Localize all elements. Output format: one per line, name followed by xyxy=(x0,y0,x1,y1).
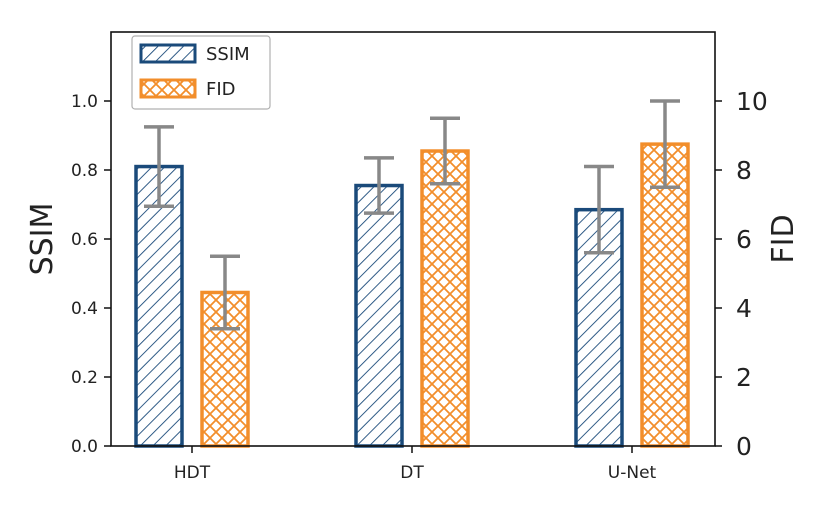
left-tick-label: 0.2 xyxy=(71,368,98,388)
legend-label-ssim: SSIM xyxy=(206,44,250,65)
x-tick-label: HDT xyxy=(174,463,211,483)
left-tick-label: 0.8 xyxy=(71,161,98,181)
error-bar-fid-dt xyxy=(430,116,460,186)
right-tick-label: 0 xyxy=(736,432,752,461)
left-tick-label: 0.0 xyxy=(71,437,98,457)
left-axis-title: SSIM xyxy=(25,203,60,276)
x-tick-label: DT xyxy=(400,463,424,483)
left-tick-label: 0.4 xyxy=(71,299,98,319)
right-axis-title: FID xyxy=(766,214,801,263)
bar-fid-dt xyxy=(420,149,470,448)
bar-ssim-hdt xyxy=(134,164,184,448)
x-axis: HDT DT U-Net xyxy=(174,446,657,483)
right-tick-label: 4 xyxy=(736,294,752,323)
legend-swatch-ssim xyxy=(139,43,197,64)
right-axis: 0 2 4 6 8 10 xyxy=(715,87,768,461)
left-axis: 0.0 0.2 0.4 0.6 0.8 1.0 xyxy=(71,92,111,457)
bar-fid-u-net xyxy=(640,142,690,448)
legend-label-fid: FID xyxy=(206,79,236,100)
error-bars-layer xyxy=(144,99,680,331)
bar-ssim-dt xyxy=(354,183,404,448)
right-tick-label: 2 xyxy=(736,363,752,392)
right-tick-label: 10 xyxy=(736,87,768,116)
bars-layer xyxy=(134,142,690,448)
left-tick-label: 0.6 xyxy=(71,230,98,250)
error-bar-fid-hdt xyxy=(210,254,240,331)
error-bar-ssim-dt xyxy=(364,156,394,215)
error-bar-fid-u-net xyxy=(650,99,680,189)
error-bar-ssim-hdt xyxy=(144,125,174,208)
x-tick-label: U-Net xyxy=(608,463,657,483)
error-bar-ssim-u-net xyxy=(584,164,614,255)
left-tick-label: 1.0 xyxy=(71,92,98,112)
right-tick-label: 6 xyxy=(736,225,752,254)
legend-swatch-fid xyxy=(139,78,197,99)
right-tick-label: 8 xyxy=(736,156,752,185)
legend: SSIM FID xyxy=(131,35,271,110)
